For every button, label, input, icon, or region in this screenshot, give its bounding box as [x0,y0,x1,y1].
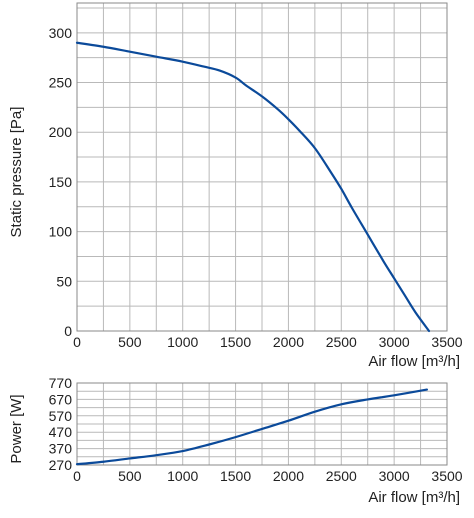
y-tick-label: 150 [49,174,73,190]
x-tick-label: 1000 [167,468,198,484]
x-tick-label: 2500 [326,334,357,350]
y-tick-label: 200 [49,124,73,140]
x-tick-label: 3000 [379,334,410,350]
x-tick-label: 1500 [220,468,251,484]
x-tick-label: 3000 [379,468,410,484]
x-tick-label: 3500 [431,468,462,484]
x-axis-label: Air flow [m³/h] [368,489,460,506]
y-tick-label: 250 [49,75,73,91]
plot-frame [76,382,448,466]
x-tick-label: 2500 [326,468,357,484]
y-tick-label: 300 [49,25,73,41]
x-tick-label: 2000 [273,468,304,484]
plot-frame [76,2,448,332]
x-tick-label: 0 [73,334,81,350]
y-tick-label: 570 [49,408,73,424]
y-tick-label: 0 [64,323,72,339]
y-tick-label: 370 [49,441,73,457]
x-axis-label: Air flow [m³/h] [368,353,460,370]
y-tick-label: 270 [49,457,73,473]
y-tick-label: 100 [49,224,73,240]
x-tick-label: 1000 [167,334,198,350]
x-tick-label: 1500 [220,334,251,350]
x-tick-label: 0 [73,468,81,484]
y-tick-label: 670 [49,391,73,407]
x-tick-label: 500 [118,468,142,484]
y-tick-label: 50 [56,273,72,289]
y-axis-label: Power [W] [8,394,25,463]
series-line [75,388,429,466]
y-axis-label: Static pressure [Pa] [8,107,25,238]
y-tick-label: 770 [49,375,73,391]
series-line [75,41,431,333]
x-tick-label: 2000 [273,334,304,350]
y-tick-label: 470 [49,424,73,440]
power-chart: 0 500 1000 1500 2000 2500 3000 3500 270370470570… [8,375,463,506]
x-tick-label: 3500 [431,334,462,350]
static-pressure-chart: 0 500 1000 1500 2000 2500 3000 3500 0 50 100 150 200… [8,2,463,370]
x-tick-label: 500 [118,334,142,350]
